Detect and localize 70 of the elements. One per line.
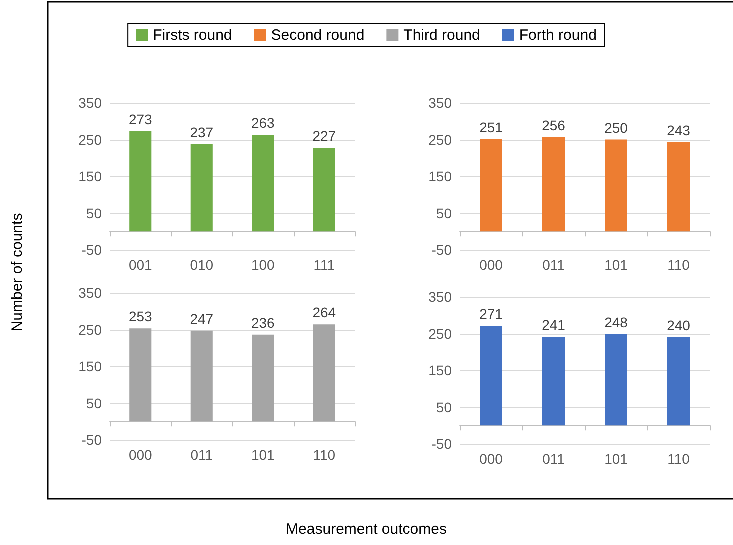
y-tick-label: -50 [82,432,102,448]
data-label: 247 [190,310,214,327]
y-tick-label: 50 [436,205,452,222]
data-label: 236 [251,314,276,331]
x-tick-label: 000 [480,451,504,467]
y-tick-label: 250 [78,322,102,338]
y-tick-label: -50 [82,242,102,258]
bar [130,131,152,232]
y-tick-label: 150 [428,362,452,378]
y-tick-label: 350 [78,95,102,111]
bar [252,334,274,422]
x-tick-label: 110 [668,451,690,467]
y-tick-label: 350 [428,289,452,305]
x-tick-label: 110 [668,257,690,273]
bar [130,328,152,422]
y-tick-label: 150 [78,358,102,374]
y-tick-label: 250 [78,132,102,148]
x-tick-label: 110 [313,447,336,463]
x-axis-title: Measurement outcomes [286,521,447,538]
y-tick-label: -50 [432,242,452,258]
legend-label: Firsts round [153,27,232,44]
bar [252,134,274,232]
x-tick-label: 000 [128,447,153,463]
x-tick-label: 101 [604,451,628,467]
data-label: 243 [667,122,691,138]
data-label: 263 [251,114,276,131]
y-tick-label: 50 [436,399,452,416]
data-label: 271 [480,306,504,322]
data-label: 273 [128,111,153,128]
data-label: 248 [604,314,628,330]
data-label: 241 [542,317,566,334]
data-label: 240 [667,317,691,334]
bar [605,334,628,426]
bar [542,337,565,426]
x-tick-label: 101 [251,447,276,463]
bar [313,148,336,232]
data-label: 264 [312,304,336,321]
data-label: 253 [128,308,153,325]
y-tick-label: -50 [432,436,452,452]
bar [190,144,213,232]
y-axis-title: Number of counts [9,213,26,332]
x-tick-label: 000 [480,257,504,273]
y-tick-label: 250 [428,132,452,148]
legend-label: Third round [404,27,480,44]
x-tick-label: 010 [190,257,214,273]
x-tick-label: 011 [542,257,566,273]
data-label: 256 [542,118,566,134]
y-tick-label: 50 [86,395,102,412]
x-tick-label: 111 [314,257,336,273]
y-tick-label: 50 [86,205,102,222]
bar [668,337,690,426]
x-tick-label: 101 [604,257,628,273]
data-label: 250 [604,120,628,136]
x-tick-label: 001 [128,257,153,273]
data-label: 237 [190,124,214,141]
data-label: 227 [312,128,336,144]
y-tick-label: 150 [428,168,452,184]
y-tick-label: 150 [78,168,102,184]
bar [190,330,213,422]
x-tick-label: 100 [251,257,276,273]
data-label: 251 [480,119,504,136]
legend-label: Second round [271,27,365,44]
y-tick-label: 350 [428,95,452,111]
bar [480,326,502,426]
bar [313,324,336,422]
legend-label: Forth round [519,27,597,44]
x-tick-label: 011 [542,451,566,467]
y-tick-label: 250 [428,326,452,342]
x-tick-label: 011 [190,447,214,463]
y-tick-label: 350 [78,285,102,301]
